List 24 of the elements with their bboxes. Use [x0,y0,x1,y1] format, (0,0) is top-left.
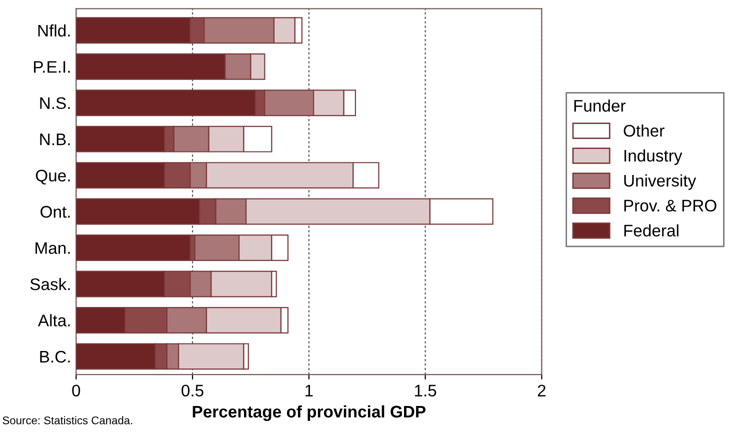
y-tick-label: Nfld. [38,24,70,37]
legend-label: Industry [624,149,682,165]
x-tick-label: 0.5 [182,384,204,397]
legend-title: Funder [574,99,626,112]
y-tick-label: Ont. [40,206,70,218]
bar [76,234,191,261]
y-tick-label: Que. [36,170,70,184]
x-axis-title: Percentage of provincial GDP [192,405,426,421]
x-tick-label: 1 [306,384,313,396]
y-tick-label: Man. [36,242,70,254]
y-tick-label: B.C. [40,350,70,363]
legend-label: Prov. & PRO [624,200,716,212]
x-tick-label: 2 [538,384,546,396]
y-tick-label: N.B. [40,134,70,146]
x-tick-label: 1.5 [414,384,436,397]
y-tick-label: P.E.I. [34,61,70,73]
y-tick-label: N.S. [40,97,70,110]
y-tick-label: Alta. [38,314,70,326]
source-note: Source: Statistics Canada. [2,416,132,424]
legend-label: University [624,174,696,190]
x-tick-label: 0 [72,384,80,397]
legend-label: Other [624,124,664,137]
y-tick-label: Sask. [30,278,70,290]
legend-label: Federal [624,224,678,237]
